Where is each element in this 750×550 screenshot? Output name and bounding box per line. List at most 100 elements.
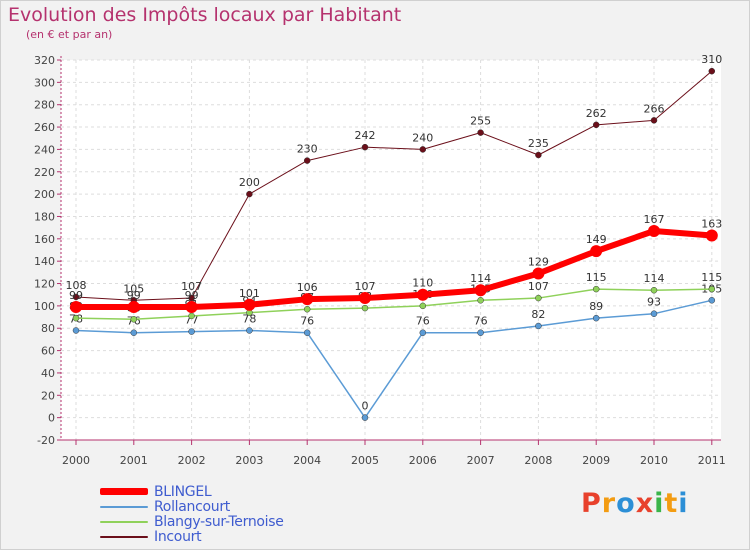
data-point	[592, 121, 600, 129]
data-point	[474, 284, 487, 297]
data-label: 78	[242, 312, 256, 325]
data-label: 114	[644, 272, 665, 285]
logo-letter: i	[678, 488, 689, 519]
y-tick-label: 140	[34, 255, 55, 268]
data-point	[72, 314, 80, 322]
x-tick-label: 2003	[235, 454, 263, 467]
series-line-incourt	[75, 70, 713, 301]
legend-swatch-rollancourt	[100, 505, 148, 508]
data-point	[650, 310, 658, 317]
data-label: 107	[355, 280, 376, 293]
data-label: 115	[586, 271, 607, 284]
data-point	[188, 328, 195, 335]
data-label: 76	[474, 315, 488, 328]
logo-letter: P	[581, 488, 602, 519]
x-tick-label: 2010	[640, 454, 668, 467]
logo-letter: r	[601, 488, 617, 519]
y-tick-label: 100	[34, 300, 55, 313]
y-tick-label: 60	[41, 345, 55, 358]
data-point	[246, 327, 253, 334]
data-label: 230	[297, 143, 318, 156]
data-label: 114	[470, 272, 491, 285]
series-line-blingel	[76, 228, 713, 310]
data-point	[590, 245, 603, 258]
series-line-blangy-sur-ternoise	[75, 288, 712, 321]
data-point	[361, 304, 369, 312]
data-point	[419, 146, 427, 153]
data-label: 107	[181, 280, 202, 293]
data-point	[130, 329, 138, 336]
logo-letter: x	[635, 488, 655, 519]
data-point	[416, 288, 429, 301]
x-tick-label: 2001	[120, 454, 148, 467]
chart-subtitle: (en € et par an)	[26, 28, 113, 41]
data-point	[535, 322, 542, 330]
data-label: 149	[586, 233, 607, 246]
data-label: 76	[416, 315, 430, 328]
data-point	[185, 301, 198, 313]
data-point	[708, 285, 716, 293]
data-label: 76	[300, 315, 314, 328]
data-label: 163	[701, 217, 722, 230]
y-tick-label: 320	[34, 54, 55, 67]
x-tick-label: 2002	[178, 454, 206, 467]
y-tick-label: 20	[41, 389, 55, 402]
data-point	[72, 327, 80, 334]
data-label: 200	[239, 176, 260, 189]
x-tick-label: 2000	[62, 454, 90, 467]
y-tick-label: 260	[34, 121, 55, 134]
data-point	[535, 151, 542, 159]
legend-item-blangy: Blangy-sur-Ternoise	[100, 513, 284, 530]
y-tick-label: 0	[48, 412, 55, 425]
data-label: 240	[412, 131, 433, 144]
plot-area	[61, 60, 721, 440]
x-tick-label: 2004	[293, 454, 321, 467]
data-point	[243, 298, 256, 311]
data-point	[477, 129, 484, 136]
data-point	[70, 301, 82, 313]
data-label: 108	[66, 279, 87, 292]
data-point	[705, 229, 718, 242]
data-point	[419, 329, 427, 336]
y-tick-label: 40	[41, 367, 55, 380]
data-label: 235	[528, 137, 549, 150]
data-label: 106	[297, 281, 318, 294]
data-point	[303, 157, 311, 164]
data-point	[708, 67, 716, 75]
data-label: 105	[123, 282, 144, 295]
data-point	[477, 297, 484, 304]
y-tick-label: 220	[34, 166, 55, 179]
data-point	[361, 143, 369, 151]
data-label: 266	[644, 102, 665, 115]
legend-swatch-blingel	[100, 488, 148, 495]
data-point	[72, 293, 80, 301]
data-label: 110	[412, 277, 433, 290]
x-tick-label: 2005	[351, 454, 379, 467]
data-point	[303, 329, 311, 336]
y-tick-label: 180	[34, 210, 55, 223]
legend-label-blangy: Blangy-sur-Ternoise	[154, 513, 284, 530]
data-point	[359, 292, 371, 305]
data-point	[301, 293, 314, 306]
data-label: 107	[528, 280, 549, 293]
data-label: 101	[239, 287, 260, 300]
data-label: 129	[528, 255, 549, 268]
x-tick-label: 2006	[409, 454, 437, 467]
legend-label-blingel: BLINGEL	[154, 483, 212, 500]
data-label: 99	[127, 289, 141, 302]
data-label: 310	[701, 53, 722, 66]
logo-letter: i	[654, 488, 665, 519]
chart-title: Evolution des Impôts locaux par Habitant	[8, 4, 402, 26]
y-tick-label: -20	[37, 434, 55, 447]
logo-letter: o	[616, 488, 636, 519]
y-tick-label: 280	[34, 99, 55, 112]
data-label: 242	[355, 129, 376, 142]
y-tick-label: 80	[41, 322, 55, 335]
data-point	[127, 301, 140, 313]
logo-letter: t	[664, 488, 679, 519]
legend-swatch-blangy	[100, 520, 148, 523]
legend-item-incourt: Incourt	[100, 529, 284, 545]
proxiti-logo: Proxiti	[581, 488, 689, 519]
x-tick-label: 2008	[524, 454, 552, 467]
